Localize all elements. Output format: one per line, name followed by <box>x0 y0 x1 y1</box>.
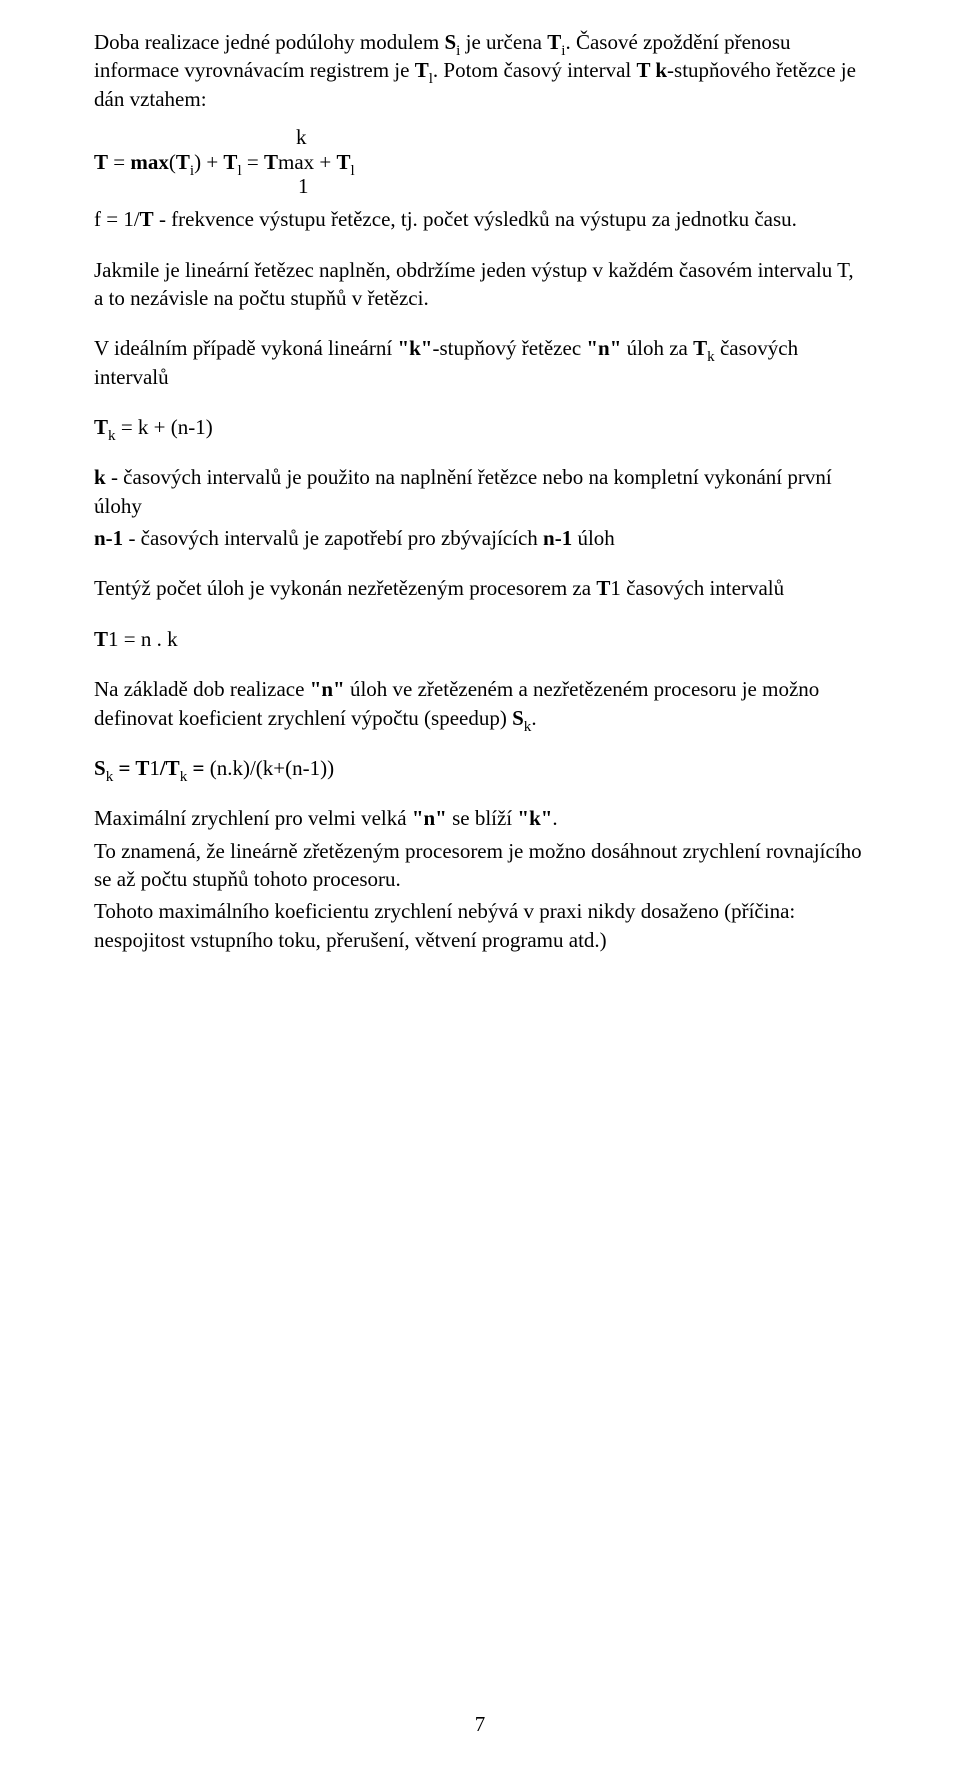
text: . Potom časový interval <box>433 58 637 82</box>
symbol-n: "n" <box>412 806 447 830</box>
text: - časových intervalů je použito na napln… <box>94 465 832 517</box>
symbol-T: T <box>337 150 351 174</box>
text: = <box>108 150 130 174</box>
symbol-k: "k" <box>397 336 432 360</box>
text: (n.k)/(k+(n-1)) <box>210 756 334 780</box>
page-number: 7 <box>0 1710 960 1738</box>
subscript-k: k <box>106 769 114 785</box>
symbol-T: T <box>94 150 108 174</box>
symbol-T: T <box>547 30 561 54</box>
paragraph-3: Jakmile je lineární řetězec naplněn, obd… <box>94 256 866 313</box>
text: Tentýž počet úloh je vykonán nezřetězený… <box>94 576 596 600</box>
text: = <box>242 150 264 174</box>
symbol-T: T <box>415 58 429 82</box>
text: - časových intervalů je zapotřebí pro zb… <box>123 526 543 550</box>
formula-limit-bottom: 1 <box>94 176 866 197</box>
symbol-T: T <box>176 150 190 174</box>
symbol-n1: n-1 <box>543 526 572 550</box>
symbol-n: "n" <box>310 677 345 701</box>
text: /T <box>160 756 180 780</box>
paragraph-2: f = 1/T - frekvence výstupu řetězce, tj.… <box>94 205 866 233</box>
symbol-T: T <box>596 576 610 600</box>
symbol-T: T <box>140 207 154 231</box>
subscript-k: k <box>108 428 116 444</box>
text: . <box>552 806 557 830</box>
symbol-T: T <box>264 150 278 174</box>
text: úloh za <box>621 336 693 360</box>
symbol-max: max <box>130 150 169 174</box>
paragraph-11: Maximální zrychlení pro velmi velká "n" … <box>94 804 866 954</box>
symbol-T: T <box>94 627 108 651</box>
paragraph-8: T1 = n . k <box>94 625 866 653</box>
paragraph-10: Sk = T1/Tk = (n.k)/(k+(n-1)) <box>94 754 866 782</box>
subscript-i: i <box>456 43 460 59</box>
text: max + <box>278 150 337 174</box>
subscript-k: k <box>707 349 715 365</box>
paragraph-5: Tk = k + (n-1) <box>94 413 866 441</box>
symbol-T: T <box>223 150 237 174</box>
paragraph-11b: To znamená, že lineárně zřetězeným proce… <box>94 837 866 894</box>
text: 1 = n . k <box>108 627 178 651</box>
paragraph-11a: Maximální zrychlení pro velmi velká "n" … <box>94 804 866 832</box>
text: 1 <box>149 756 160 780</box>
symbol-n: "n" <box>586 336 621 360</box>
text: Doba realizace jedné podúlohy modulem <box>94 30 444 54</box>
paragraph-6: k - časových intervalů je použito na nap… <box>94 463 866 552</box>
text: . <box>531 706 536 730</box>
symbol-T: T <box>94 415 108 439</box>
symbol-S: S <box>512 706 524 730</box>
symbol-S: S <box>94 756 106 780</box>
text: Jakmile je lineární řetězec naplněn, obd… <box>94 258 854 310</box>
paragraph-6a: k - časových intervalů je použito na nap… <box>94 463 866 520</box>
text: -stupňový řetězec <box>432 336 586 360</box>
text: - frekvence výstupu řetězce, tj. počet v… <box>154 207 797 231</box>
text: = T <box>113 756 149 780</box>
text: ( <box>169 150 176 174</box>
text: úloh <box>572 526 615 550</box>
text: 1 časových intervalů <box>610 576 784 600</box>
text: V ideálním případě vykoná lineární <box>94 336 397 360</box>
paragraph-7: Tentýž počet úloh je vykonán nezřetězený… <box>94 574 866 602</box>
subscript-l: l <box>237 163 241 179</box>
symbol-Tk: T k <box>636 58 667 82</box>
text: f = 1/ <box>94 207 140 231</box>
text: ) + <box>194 150 223 174</box>
paragraph-6b: n-1 - časových intervalů je zapotřebí pr… <box>94 524 866 552</box>
text: = k + (n-1) <box>116 415 213 439</box>
formula-block: k T = max(Ti) + Tl = Tmax + Tl 1 <box>94 127 866 197</box>
subscript-i: i <box>561 43 565 59</box>
subscript-l: l <box>429 71 433 87</box>
paragraph-11c: Tohoto maximálního koeficientu zrychlení… <box>94 897 866 954</box>
subscript-l: l <box>351 163 355 179</box>
text: Maximální zrychlení pro velmi velká <box>94 806 412 830</box>
paragraph-9: Na základě dob realizace "n" úloh ve zře… <box>94 675 866 732</box>
symbol-k: k <box>94 465 106 489</box>
text: = <box>187 756 209 780</box>
formula-main: T = max(Ti) + Tl = Tmax + Tl <box>94 148 866 176</box>
text: se blíží <box>447 806 518 830</box>
text: je určena <box>460 30 547 54</box>
subscript-k: k <box>524 719 532 735</box>
formula-limit-top: k <box>94 127 866 148</box>
text: Na základě dob realizace <box>94 677 310 701</box>
symbol-k: "k" <box>517 806 552 830</box>
paragraph-4: V ideálním případě vykoná lineární "k"-s… <box>94 334 866 391</box>
symbol-S: S <box>444 30 456 54</box>
paragraph-1: Doba realizace jedné podúlohy modulem Si… <box>94 28 866 113</box>
symbol-n1: n-1 <box>94 526 123 550</box>
subscript-k: k <box>180 769 188 785</box>
subscript-i: i <box>190 163 194 179</box>
symbol-T: T <box>693 336 707 360</box>
